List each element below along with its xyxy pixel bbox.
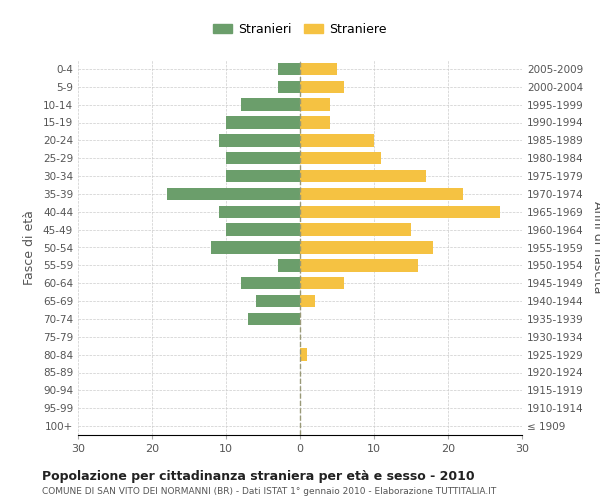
Legend: Stranieri, Straniere: Stranieri, Straniere — [208, 18, 392, 40]
Bar — [278, 259, 300, 272]
Text: COMUNE DI SAN VITO DEI NORMANNI (BR) - Dati ISTAT 1° gennaio 2010 - Elaborazione: COMUNE DI SAN VITO DEI NORMANNI (BR) - D… — [42, 488, 496, 496]
Bar — [300, 348, 307, 361]
Bar — [300, 134, 374, 146]
Bar — [211, 242, 300, 254]
Bar — [256, 295, 300, 308]
Bar — [226, 224, 300, 236]
Bar — [300, 98, 329, 111]
Bar — [300, 188, 463, 200]
Bar — [241, 277, 300, 289]
Bar — [300, 80, 344, 93]
Bar — [226, 116, 300, 128]
Bar — [167, 188, 300, 200]
Bar — [278, 80, 300, 93]
Bar — [278, 62, 300, 75]
Bar — [300, 224, 411, 236]
Bar — [241, 98, 300, 111]
Bar — [300, 152, 382, 164]
Bar — [300, 62, 337, 75]
Bar — [300, 116, 329, 128]
Y-axis label: Anni di nascita: Anni di nascita — [590, 201, 600, 294]
Text: Popolazione per cittadinanza straniera per età e sesso - 2010: Popolazione per cittadinanza straniera p… — [42, 470, 475, 483]
Y-axis label: Fasce di età: Fasce di età — [23, 210, 36, 285]
Bar — [218, 206, 300, 218]
Bar — [218, 134, 300, 146]
Bar — [226, 170, 300, 182]
Bar — [226, 152, 300, 164]
Bar — [300, 295, 315, 308]
Bar — [300, 259, 418, 272]
Bar — [300, 277, 344, 289]
Bar — [300, 242, 433, 254]
Bar — [300, 170, 426, 182]
Bar — [300, 206, 500, 218]
Bar — [248, 312, 300, 325]
